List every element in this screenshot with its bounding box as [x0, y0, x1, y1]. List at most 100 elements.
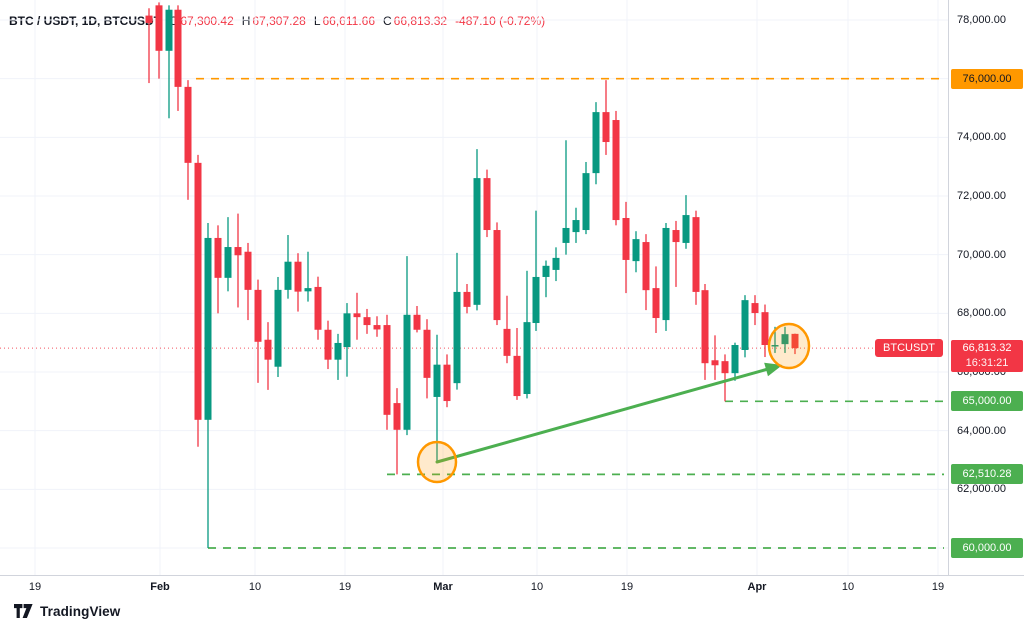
candle-body: [324, 329, 332, 360]
candle-body: [165, 9, 173, 51]
price-tick-label: 74,000.00: [957, 131, 1006, 144]
candle-body: [791, 333, 799, 349]
current-price-value: 66,813.32: [962, 342, 1012, 355]
chart-canvas[interactable]: [0, 0, 948, 575]
candle-body: [741, 300, 749, 350]
price-tick-label: 72,000.00: [957, 190, 1006, 202]
candle-body: [751, 303, 759, 314]
candle-body: [662, 227, 670, 321]
candle-body: [582, 173, 590, 231]
candle-body: [373, 325, 381, 330]
candle-body: [254, 289, 262, 342]
candle-body: [701, 290, 709, 364]
price-tick-label: 78,000.00: [957, 14, 1006, 26]
time-tick-label: 10: [841, 581, 855, 593]
trend-arrow-head: [764, 362, 783, 377]
ohlc-low: L 66,611.66: [313, 14, 375, 28]
candle-body: [632, 239, 640, 262]
candle-body: [413, 314, 421, 330]
candle-body: [234, 247, 242, 256]
candle-body: [224, 247, 232, 278]
candle-body: [711, 360, 719, 366]
candle-body: [174, 9, 182, 87]
chart-legend: BTC / USDT, 1D, BTCUSDT O 67,300.42 H 67…: [9, 14, 545, 28]
candle-body: [453, 291, 461, 384]
candle-body: [473, 178, 481, 305]
candle-body: [771, 345, 779, 347]
price-level-badge: 65,000.00: [951, 391, 1023, 412]
candle-body: [731, 345, 739, 374]
candle-body: [353, 313, 361, 318]
candle-body: [542, 265, 550, 277]
symbol-title[interactable]: BTC / USDT, 1D, BTCUSDT: [9, 14, 162, 28]
candle-body: [592, 112, 600, 174]
candle-body: [572, 220, 580, 233]
candle-body: [274, 289, 282, 367]
price-tick-label: 68,000.00: [957, 307, 1006, 320]
candle-body: [493, 230, 501, 321]
tradingview-logo-icon: [14, 604, 33, 618]
candle-body: [483, 178, 491, 231]
candle-body: [463, 291, 471, 307]
candle-body: [403, 314, 411, 430]
candle-body: [214, 237, 222, 278]
price-tick-label: 62,000.00: [957, 483, 1006, 496]
candle-body: [523, 322, 531, 394]
trend-arrow-line: [435, 367, 770, 464]
candle-body: [682, 215, 690, 243]
candle-body: [244, 251, 252, 290]
candle-body: [652, 288, 660, 319]
candle-body: [363, 317, 371, 326]
candle-body: [761, 312, 769, 346]
time-tick-label: 19: [931, 581, 945, 593]
candle-body: [194, 162, 202, 420]
candle-body: [334, 342, 342, 360]
candle-body: [503, 328, 511, 356]
time-axis[interactable]: 19 Feb 10 19 Mar 10 19 Apr 10 19: [0, 575, 1024, 601]
candle-body: [343, 313, 351, 348]
candle-body: [155, 5, 163, 51]
candle-body: [304, 288, 312, 292]
candle-body: [443, 364, 451, 402]
price-level-badge: 76,000.00: [951, 68, 1023, 89]
ohlc-close: C 66,813.32: [383, 14, 448, 28]
candle-body: [294, 261, 302, 292]
candle-body: [692, 217, 700, 292]
candle-body: [622, 218, 630, 260]
price-change: -487.10 (-0.72%): [455, 14, 546, 28]
candle-body: [145, 15, 153, 23]
time-tick-label: 19: [620, 581, 634, 593]
ohlc-open: O 67,300.42: [169, 14, 234, 28]
candle-body: [433, 364, 441, 397]
price-tick-label: 64,000.00: [957, 424, 1006, 437]
candle-body: [184, 86, 192, 163]
chart-pane[interactable]: BTC / USDT, 1D, BTCUSDT O 67,300.42 H 67…: [0, 0, 948, 575]
highlight-circle: [767, 322, 811, 370]
candle-body: [284, 261, 292, 290]
candle-body: [423, 329, 431, 378]
price-axis[interactable]: 78,000.00 76,000.00 74,000.00 72,000.00 70,0…: [948, 0, 1024, 575]
candle-body: [721, 361, 729, 374]
candle-body: [383, 325, 391, 415]
candle-body: [204, 237, 212, 420]
time-tick-label: Feb: [150, 581, 170, 593]
candle-body: [532, 276, 540, 324]
candle-body: [612, 120, 620, 221]
tradingview-logo[interactable]: TradingView: [14, 603, 120, 619]
candle-body: [562, 227, 570, 243]
candle-body: [264, 339, 272, 360]
symbol-price-flag: BTCUSDT: [875, 339, 943, 358]
highlight-circle: [416, 440, 458, 484]
time-tick-label: 19: [338, 581, 352, 593]
candle-body: [602, 112, 610, 143]
price-level-badge: 60,000.00: [951, 538, 1023, 558]
ohlc-high: H 67,307.28: [241, 14, 306, 28]
time-tick-label: 19: [28, 581, 42, 593]
candle-body: [672, 230, 680, 243]
tradingview-logo-text: TradingView: [40, 603, 121, 619]
candle-body: [314, 286, 322, 330]
time-tick-label: Apr: [747, 581, 767, 593]
candle-body: [781, 334, 789, 345]
time-tick-label: 10: [248, 581, 262, 593]
